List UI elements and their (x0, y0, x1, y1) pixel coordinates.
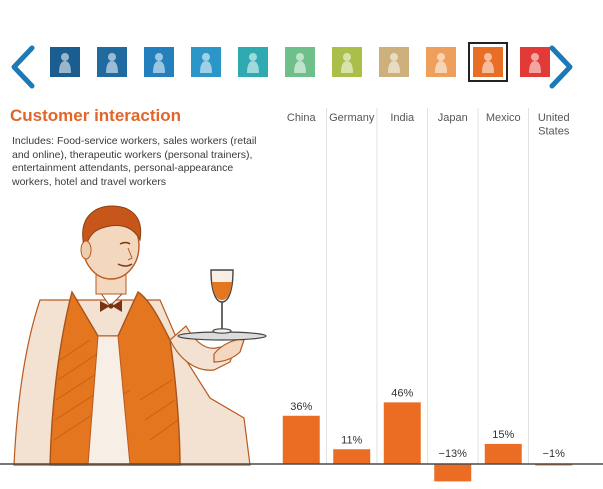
bar (333, 449, 371, 464)
thumbnail-10[interactable] (468, 42, 508, 82)
thumbnail-9[interactable] (426, 47, 456, 77)
worker-icon (191, 47, 221, 77)
data-label: 15% (492, 429, 514, 441)
worker-icon (520, 47, 550, 77)
data-label: −1% (543, 448, 566, 460)
thumbnail-6[interactable] (285, 47, 315, 77)
data-label: 36% (290, 401, 312, 413)
worker-icon (379, 47, 409, 77)
data-label: 46% (391, 387, 413, 399)
thumbnail-2[interactable] (97, 47, 127, 77)
thumbnail-7[interactable] (332, 47, 362, 77)
thumbnail-4[interactable] (191, 47, 221, 77)
section-title: Customer interaction (10, 106, 181, 125)
worker-icon (97, 47, 127, 77)
thumbnail-3[interactable] (144, 47, 174, 77)
category-label: Germany (329, 112, 375, 124)
bar (434, 464, 472, 482)
waiter-icon (473, 47, 503, 77)
previous-button[interactable] (8, 44, 38, 90)
bar (282, 415, 320, 464)
worker-icon (285, 47, 315, 77)
chevron-left-icon (11, 45, 35, 89)
thumbnail-5[interactable] (238, 47, 268, 77)
bar (383, 402, 421, 464)
worker-icon (50, 47, 80, 77)
bar (535, 464, 573, 466)
thumbnail-11[interactable] (520, 47, 550, 77)
worker-icon (332, 47, 362, 77)
chevron-right-icon (549, 45, 573, 89)
category-label: United States (538, 112, 570, 138)
waiter-illustration (13, 205, 267, 466)
worker-icon (426, 47, 456, 77)
worker-icon (238, 47, 268, 77)
bar (484, 443, 522, 464)
thumbnail-8[interactable] (379, 47, 409, 77)
chart-column-dividers: China Germany India Japan Mexico United States (287, 108, 570, 464)
thumbnail-1[interactable] (50, 47, 80, 77)
category-label: India (390, 112, 415, 124)
bar-series: 36% 11% 46% −13% 15% −1% (282, 387, 573, 482)
data-label: 11% (341, 434, 362, 446)
worker-icon (144, 47, 174, 77)
category-label: Japan (438, 112, 468, 124)
next-button[interactable] (546, 44, 576, 90)
section-description: Includes: Food-service workers, sales wo… (12, 135, 257, 188)
category-label: Mexico (486, 112, 521, 124)
data-label: −13% (439, 448, 468, 460)
category-label: China (287, 112, 317, 124)
